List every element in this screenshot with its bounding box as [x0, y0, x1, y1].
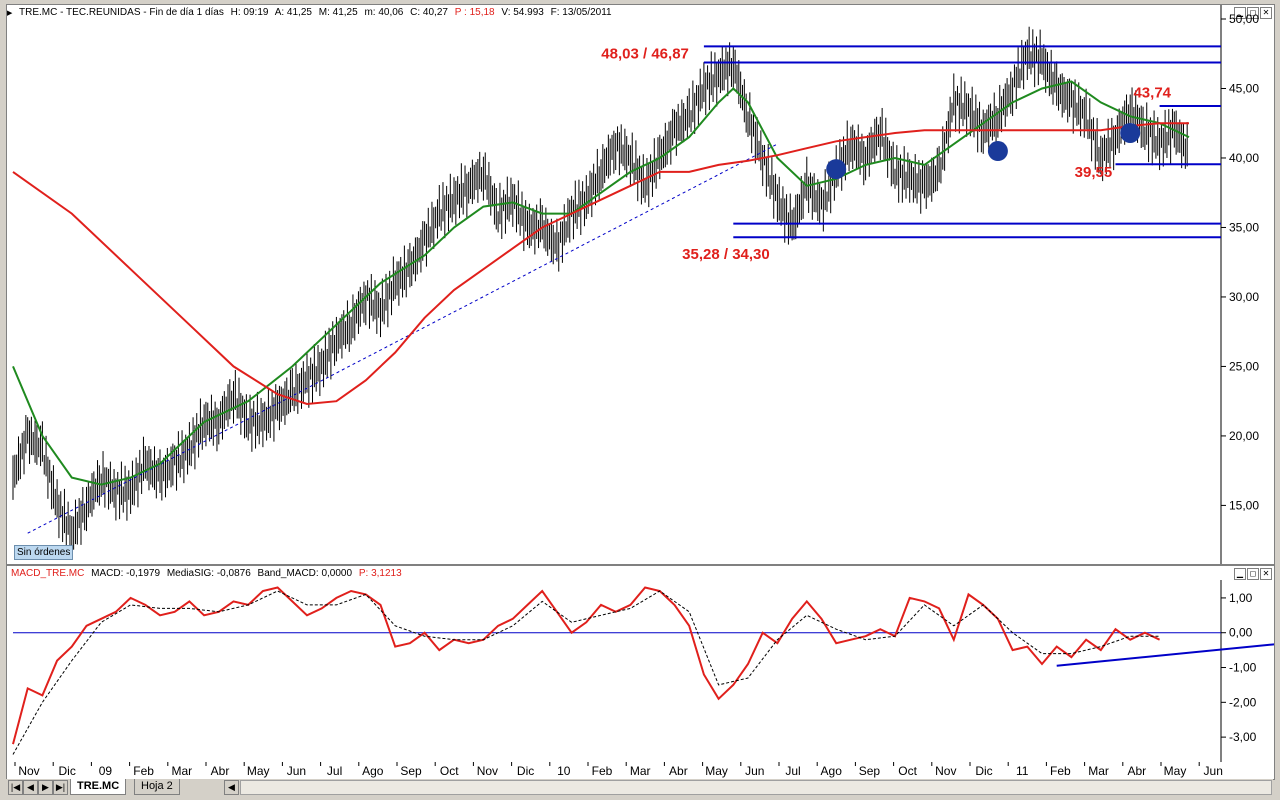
- next-sheet-button[interactable]: ▶: [38, 780, 53, 795]
- price-chart-panel[interactable]: ▶ TRE.MC - TEC.REUNIDAS - Fin de día 1 d…: [6, 4, 1275, 565]
- sma_fast-line: [12, 80, 1190, 486]
- x-tick-label: May: [705, 764, 728, 778]
- first-sheet-button[interactable]: |◀: [8, 780, 23, 795]
- x-tick-label: Feb: [592, 764, 613, 778]
- price-trendline: [27, 143, 778, 534]
- x-tick-label: Jun: [287, 764, 306, 778]
- high-value: H: 09:19: [230, 7, 269, 18]
- price-header: ▶ TRE.MC - TEC.REUNIDAS - Fin de día 1 d…: [7, 5, 1274, 20]
- price-y-tick-label: 25,00: [1229, 359, 1259, 373]
- prev-sheet-button[interactable]: ◀: [23, 780, 38, 795]
- minimize-button[interactable]: ▁: [1234, 7, 1246, 19]
- macd-close-button[interactable]: ✕: [1260, 568, 1272, 580]
- x-tick-label: Mar: [1088, 764, 1109, 778]
- sin-ordenes-badge[interactable]: Sin órdenes: [14, 545, 74, 560]
- x-tick-label: 10: [557, 764, 571, 778]
- sheet-tab-bar: |◀ ◀ ▶ ▶| TRE.MC Hoja 2 ◀: [6, 779, 1273, 795]
- x-tick-label: Mar: [171, 764, 192, 778]
- crossover-marker: [1120, 122, 1141, 143]
- level-annotation: 48,03 / 46,87: [601, 46, 689, 63]
- x-tick-label: Nov: [18, 764, 39, 778]
- x-tick-label: Feb: [133, 764, 154, 778]
- price-window-buttons: ▁ ◻ ✕: [1234, 7, 1272, 19]
- x-tick-label: Dic: [517, 764, 534, 778]
- scroll-left-button[interactable]: ◀: [224, 780, 239, 795]
- x-tick-label: Oct: [440, 764, 459, 778]
- x-tick-label: Nov: [477, 764, 498, 778]
- macd-y-tick-label: -1,00: [1229, 661, 1257, 675]
- sma_slow-line: [12, 122, 1189, 406]
- min-value: m: 40,06: [364, 7, 404, 18]
- x-tick-label: Abr: [669, 764, 688, 778]
- crossover-marker: [987, 141, 1008, 162]
- macd-chart-panel[interactable]: MACD_TRE.MC MACD: -0,1979 MediaSIG: -0,0…: [6, 565, 1275, 764]
- price-y-tick-label: 15,00: [1229, 498, 1259, 512]
- x-tick-label: Abr: [1127, 764, 1146, 778]
- macd-chart: 1,00 0,00 -1,00 -2,00 -3,00: [12, 580, 1274, 763]
- price-y-tick-label: 35,00: [1229, 220, 1259, 234]
- symbol-label: TRE.MC - TEC.REUNIDAS - Fin de día 1 día…: [19, 7, 224, 18]
- close-value: C: 40,27: [410, 7, 448, 18]
- p-value: P : 15,18: [454, 7, 495, 18]
- symbol-icon: ▶: [7, 10, 13, 17]
- band-value: Band_MACD: 0,0000: [257, 568, 353, 579]
- x-tick-label: Mar: [630, 764, 651, 778]
- macd-trendline: [1056, 643, 1274, 667]
- x-tick-label: May: [1164, 764, 1187, 778]
- macd-y-tick-label: 0,00: [1229, 626, 1253, 640]
- tab-tre-mc[interactable]: TRE.MC: [70, 779, 127, 795]
- x-tick-label: May: [247, 764, 270, 778]
- macd-line: [12, 586, 1161, 745]
- macd-y-tick-label: -3,00: [1229, 730, 1257, 744]
- macd-value: MACD: -0,1979: [91, 568, 161, 579]
- macd-window-buttons: ▁ ◻ ✕: [1234, 568, 1272, 580]
- x-tick-label: Abr: [211, 764, 230, 778]
- price-y-tick-label: 30,00: [1229, 290, 1259, 304]
- level-annotation: 39,55: [1075, 164, 1113, 181]
- x-tick-label: Ago: [362, 764, 384, 778]
- x-tick-label: Jul: [785, 764, 800, 778]
- x-tick-label: Dic: [975, 764, 992, 778]
- close-button[interactable]: ✕: [1260, 7, 1272, 19]
- date-value: F: 13/05/2011: [550, 7, 612, 18]
- macd-y-tick-label: 1,00: [1229, 591, 1253, 605]
- level-annotation: 43,74: [1133, 85, 1171, 102]
- macd-p-value: P: 3,1213: [358, 568, 402, 579]
- x-tick-label: Jul: [327, 764, 342, 778]
- price-y-tick-label: 50,00: [1229, 12, 1259, 26]
- x-tick-label: Jun: [1204, 764, 1223, 778]
- horizontal-scrollbar[interactable]: [240, 780, 1272, 795]
- level-annotation: 35,28 / 34,30: [682, 246, 770, 263]
- open-value: A: 41,25: [274, 7, 312, 18]
- x-tick-label: Jun: [745, 764, 764, 778]
- x-axis-labels: Nov Dic 09 Feb Mar Abr May Jun Jul Ago Sep Oct Nov Di…: [14, 762, 1223, 778]
- x-tick-label: 11: [1016, 764, 1029, 778]
- tab-hoja-2[interactable]: Hoja 2: [134, 779, 180, 795]
- volume-value: V: 54.993: [501, 7, 544, 18]
- macd-y-tick-label: -2,00: [1229, 695, 1257, 709]
- price-y-tick-label: 20,00: [1229, 429, 1259, 443]
- x-tick-label: Nov: [935, 764, 956, 778]
- max-value: M: 41,25: [318, 7, 358, 18]
- x-tick-label: Feb: [1050, 764, 1071, 778]
- x-tick-label: Ago: [821, 764, 843, 778]
- price-y-tick-label: 45,00: [1229, 81, 1259, 95]
- x-tick-label: 09: [99, 764, 113, 778]
- restore-button[interactable]: ◻: [1247, 7, 1259, 19]
- x-axis: Nov Dic 09 Feb Mar Abr May Jun Jul Ago Sep Oct Nov Di…: [6, 762, 1275, 780]
- last-sheet-button[interactable]: ▶|: [53, 780, 68, 795]
- price-y-tick-label: 40,00: [1229, 151, 1259, 165]
- macd-header: MACD_TRE.MC MACD: -0,1979 MediaSIG: -0,0…: [7, 566, 1274, 581]
- price-chart: 15,00 20,00 25,00 30,00 35,00 40,00 45,00 50,00…: [12, 5, 1259, 564]
- x-tick-label: Sep: [400, 764, 422, 778]
- macd-restore-button[interactable]: ◻: [1247, 568, 1259, 580]
- crossover-marker: [826, 159, 847, 180]
- x-tick-label: Oct: [898, 764, 917, 778]
- macd-minimize-button[interactable]: ▁: [1234, 568, 1246, 580]
- mediasig-line: [12, 590, 1160, 755]
- macd-name: MACD_TRE.MC: [11, 568, 85, 579]
- x-tick-label: Dic: [59, 764, 76, 778]
- x-tick-label: Sep: [859, 764, 881, 778]
- signal-value: MediaSIG: -0,0876: [166, 568, 251, 579]
